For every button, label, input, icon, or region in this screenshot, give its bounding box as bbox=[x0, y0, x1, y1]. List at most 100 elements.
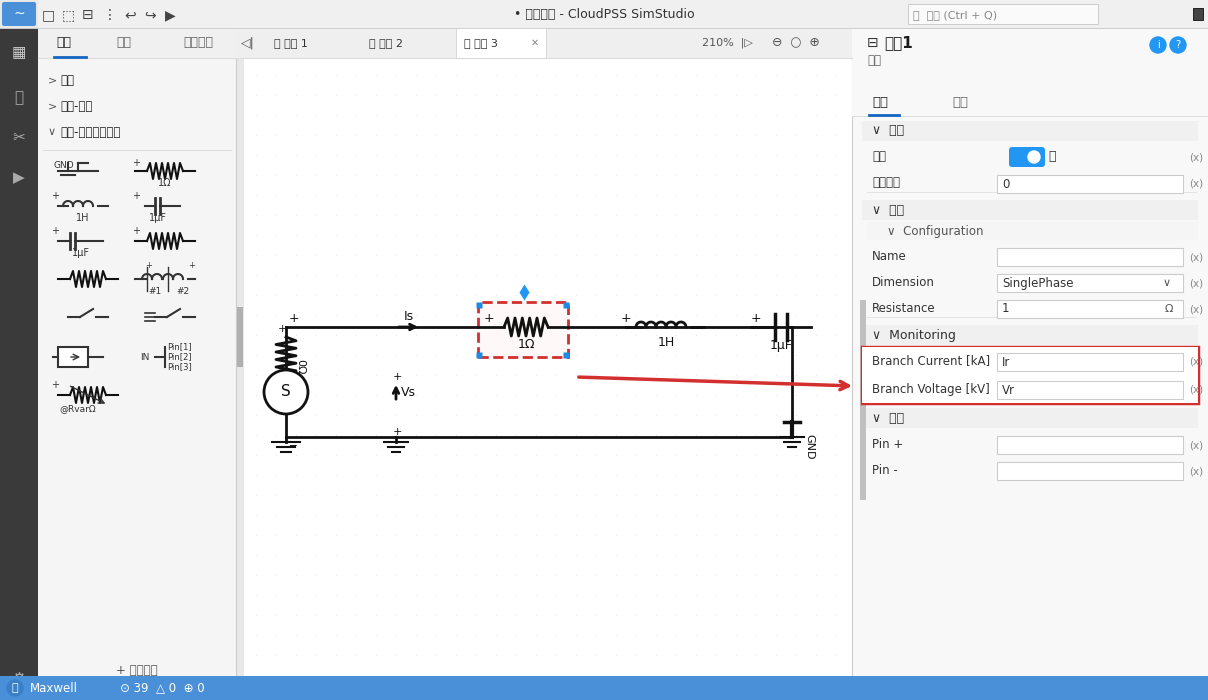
Text: +: + bbox=[393, 427, 402, 437]
Text: +: + bbox=[51, 191, 59, 201]
Text: (x): (x) bbox=[1189, 440, 1203, 450]
Bar bbox=[852, 88, 1208, 116]
Text: +: + bbox=[393, 372, 402, 382]
FancyBboxPatch shape bbox=[2, 2, 36, 26]
Text: ✋: ✋ bbox=[14, 90, 24, 106]
Text: ─: ─ bbox=[289, 440, 296, 450]
Text: Ω: Ω bbox=[1165, 304, 1173, 314]
Text: ⚙: ⚙ bbox=[12, 671, 27, 689]
Bar bbox=[0, 28, 37, 700]
Bar bbox=[997, 300, 1183, 318]
Text: #1: #1 bbox=[149, 286, 161, 295]
Text: ⊖  ○  ⊕: ⊖ ○ ⊕ bbox=[772, 36, 820, 50]
Text: +: + bbox=[188, 260, 194, 270]
Text: ∨  属性: ∨ 属性 bbox=[872, 125, 904, 137]
Text: Pin[2]: Pin[2] bbox=[167, 353, 192, 361]
Bar bbox=[860, 300, 866, 500]
Text: Vr: Vr bbox=[1001, 384, 1015, 396]
Text: Name: Name bbox=[872, 249, 907, 262]
Text: ▶: ▶ bbox=[13, 171, 25, 186]
Text: ↩: ↩ bbox=[124, 8, 135, 22]
Text: 地理信息: 地理信息 bbox=[182, 36, 213, 50]
Text: 大纲级别: 大纲级别 bbox=[872, 176, 900, 190]
Text: ✂: ✂ bbox=[12, 130, 25, 146]
Text: +: + bbox=[51, 380, 59, 390]
Text: IN: IN bbox=[140, 353, 150, 361]
Text: 开: 开 bbox=[1049, 150, 1056, 164]
Bar bbox=[852, 28, 1208, 88]
Text: 参数: 参数 bbox=[872, 95, 888, 108]
Text: +: + bbox=[132, 191, 140, 201]
Text: 📄 图纸 2: 📄 图纸 2 bbox=[368, 38, 403, 48]
Text: ▦: ▦ bbox=[12, 46, 27, 60]
Circle shape bbox=[1028, 151, 1040, 163]
Text: (x): (x) bbox=[1189, 179, 1203, 189]
Bar bbox=[455, 28, 546, 58]
Text: ∨  Configuration: ∨ Configuration bbox=[887, 225, 983, 237]
Text: ∨  Monitoring: ∨ Monitoring bbox=[872, 328, 956, 342]
Text: 1Ω: 1Ω bbox=[158, 178, 172, 188]
Text: 电阻1: 电阻1 bbox=[884, 36, 913, 50]
Text: 1H: 1H bbox=[657, 335, 674, 349]
Text: Is: Is bbox=[403, 311, 414, 323]
Circle shape bbox=[1150, 37, 1166, 53]
Text: ∨: ∨ bbox=[1163, 278, 1171, 288]
Bar bbox=[997, 274, 1183, 292]
Bar bbox=[236, 58, 852, 676]
Bar bbox=[478, 302, 568, 357]
Bar bbox=[997, 248, 1183, 266]
Bar bbox=[1194, 8, 1203, 20]
Text: SinglePhase: SinglePhase bbox=[1001, 276, 1074, 290]
Text: >: > bbox=[48, 101, 57, 111]
Bar bbox=[58, 347, 88, 367]
Bar bbox=[863, 325, 1198, 345]
Bar bbox=[997, 381, 1183, 399]
Circle shape bbox=[1171, 37, 1186, 53]
Bar bbox=[863, 347, 1198, 403]
Bar bbox=[37, 28, 236, 700]
Text: 0Ω: 0Ω bbox=[295, 359, 304, 375]
Text: 0: 0 bbox=[1001, 178, 1010, 190]
Bar bbox=[863, 408, 1198, 428]
Circle shape bbox=[265, 370, 308, 414]
Text: Dimension: Dimension bbox=[872, 276, 935, 288]
Text: (x): (x) bbox=[1189, 466, 1203, 476]
Text: GND: GND bbox=[53, 162, 74, 171]
Text: 210%  |▷: 210% |▷ bbox=[702, 38, 753, 48]
Text: 1μF: 1μF bbox=[72, 248, 91, 258]
Text: 电气-基本无源元件: 电气-基本无源元件 bbox=[60, 125, 121, 139]
Text: 1μF: 1μF bbox=[149, 213, 167, 223]
Text: +: + bbox=[132, 158, 140, 168]
Text: ▶: ▶ bbox=[164, 8, 175, 22]
Text: +: + bbox=[289, 312, 300, 326]
Text: ∨: ∨ bbox=[48, 127, 56, 137]
Text: i: i bbox=[1156, 40, 1160, 50]
Text: ↪: ↪ bbox=[144, 8, 156, 22]
Text: 模型: 模型 bbox=[56, 36, 71, 50]
Bar bbox=[237, 307, 243, 367]
Text: GND: GND bbox=[805, 434, 814, 460]
Text: Branch Current [kA]: Branch Current [kA] bbox=[872, 354, 991, 368]
Text: Pin[1]: Pin[1] bbox=[167, 342, 192, 351]
Text: +: + bbox=[145, 260, 152, 270]
Bar bbox=[997, 175, 1183, 193]
Text: 1H: 1H bbox=[76, 213, 89, 223]
Text: +: + bbox=[132, 226, 140, 236]
Text: (x): (x) bbox=[1189, 357, 1203, 367]
Text: 🔍  搜索 (Ctrl + Q): 🔍 搜索 (Ctrl + Q) bbox=[913, 10, 997, 20]
Text: (x): (x) bbox=[1189, 278, 1203, 288]
Text: ◁|: ◁| bbox=[242, 36, 255, 50]
Text: ⊟: ⊟ bbox=[82, 8, 94, 22]
Text: 启用: 启用 bbox=[872, 150, 885, 164]
Text: 图纸: 图纸 bbox=[116, 36, 130, 50]
Bar bbox=[852, 28, 1208, 700]
Text: ?: ? bbox=[1175, 40, 1180, 50]
Text: (x): (x) bbox=[1189, 152, 1203, 162]
Bar bbox=[0, 0, 37, 28]
Text: 模块-基础: 模块-基础 bbox=[60, 99, 92, 113]
FancyBboxPatch shape bbox=[1009, 147, 1045, 167]
Text: Pin +: Pin + bbox=[872, 438, 904, 451]
Text: >: > bbox=[48, 75, 57, 85]
Text: ⋮: ⋮ bbox=[103, 8, 117, 22]
Text: +: + bbox=[621, 312, 632, 326]
